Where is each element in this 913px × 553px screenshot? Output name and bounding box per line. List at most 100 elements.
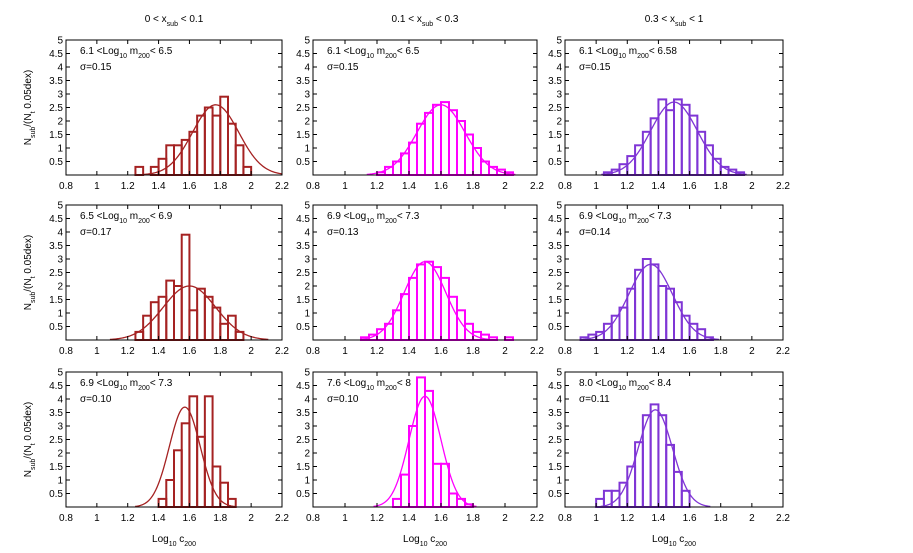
- annotation-part: m: [374, 378, 385, 389]
- y-axis-label-part: N: [23, 303, 34, 310]
- y-axis-label-part: t: [30, 443, 37, 445]
- y-tick-label: 1.5: [548, 295, 562, 306]
- x-tick-label: 1: [593, 181, 599, 192]
- histogram-bin: [408, 276, 418, 341]
- annotation-part: 10: [618, 218, 626, 225]
- y-axis-label-part: sub: [30, 127, 37, 138]
- annotation: 8.0 <Log10 m200< 8.4: [579, 378, 672, 392]
- x-axis-label-part: Log: [403, 534, 420, 545]
- sigma-label: σ=0.13: [327, 227, 359, 238]
- x-tick-label: 0.8: [558, 181, 572, 192]
- histogram-bin: [440, 276, 450, 341]
- column-title: 0 < xsub < 0.1: [145, 14, 204, 28]
- x-tick-label: 2.2: [275, 346, 289, 357]
- column-title-part: 0.1 < x: [392, 14, 422, 25]
- sigma-label: σ=0.15: [327, 62, 359, 73]
- y-axis-label: Nsub/(Nt 0.05dex): [23, 402, 37, 478]
- y-tick-label: 5: [57, 201, 63, 212]
- histogram-bin: [416, 263, 426, 341]
- histogram-bin: [408, 425, 418, 508]
- y-tick-label: 4.5: [548, 381, 562, 392]
- x-tick-label: 2.2: [776, 181, 790, 192]
- y-tick-label: 2: [57, 282, 63, 293]
- histogram-bin: [180, 422, 191, 508]
- column-title-part: sub: [422, 21, 433, 28]
- column-title-part: < 1: [686, 14, 703, 25]
- y-axis-label-part: /(N: [23, 278, 34, 291]
- x-tick-label: 1.4: [152, 181, 166, 192]
- y-tick-label: 4.5: [296, 214, 310, 225]
- y-tick-label: 3.5: [49, 76, 63, 87]
- x-tick-label: 0.8: [59, 181, 73, 192]
- y-axis-label-part: /(N: [23, 445, 34, 458]
- x-tick-label: 0.8: [306, 181, 320, 192]
- sigma-label: σ=0.17: [80, 227, 112, 238]
- annotation-part: m: [626, 211, 637, 222]
- annotation-part: 200: [385, 218, 397, 225]
- x-tick-label: 0.8: [306, 513, 320, 524]
- y-axis-label-part: sub: [30, 292, 37, 303]
- x-tick-label: 1.8: [466, 513, 480, 524]
- x-tick-label: 2.2: [530, 513, 544, 524]
- y-tick-label: 0.5: [49, 157, 63, 168]
- y-tick-label: 3.5: [548, 241, 562, 252]
- annotation-part: 7.6 <Log: [327, 378, 366, 389]
- fit-curve: [366, 104, 516, 176]
- x-tick-label: 1.4: [402, 346, 416, 357]
- y-tick-label: 3.5: [296, 241, 310, 252]
- histogram-bin: [203, 106, 214, 176]
- y-tick-label: 0.5: [296, 489, 310, 500]
- sigma-label: σ=0.10: [80, 394, 112, 405]
- x-axis-label-part: c: [428, 534, 436, 545]
- y-tick-label: 4: [57, 228, 63, 239]
- annotation-part: < 7.3: [150, 378, 173, 389]
- y-axis-label-part: N: [23, 138, 34, 145]
- annotation-part: m: [127, 46, 138, 57]
- x-tick-label: 1.4: [651, 346, 665, 357]
- annotation-part: 200: [138, 218, 150, 225]
- x-tick-label: 2: [749, 513, 755, 524]
- y-tick-label: 2: [57, 117, 63, 128]
- x-tick-label: 2: [502, 346, 508, 357]
- x-tick-label: 1.2: [620, 181, 634, 192]
- annotation-part: 10: [119, 218, 127, 225]
- x-axis-label-part: c: [177, 534, 185, 545]
- y-tick-label: 1: [556, 476, 562, 487]
- x-tick-label: 0.8: [59, 346, 73, 357]
- y-tick-label: 3.5: [49, 408, 63, 419]
- x-tick-label: 1.8: [714, 346, 728, 357]
- x-tick-label: 1.2: [620, 346, 634, 357]
- y-tick-label: 2.5: [296, 268, 310, 279]
- annotation-part: < 6.5: [397, 46, 420, 57]
- y-tick-label: 3: [556, 90, 562, 101]
- annotation-part: 6.1 <Log: [80, 46, 119, 57]
- histogram-bin: [424, 389, 434, 508]
- histogram-bin: [165, 479, 176, 508]
- histogram-bin: [673, 98, 683, 176]
- y-axis-label-part: sub: [30, 459, 37, 470]
- x-tick-label: 1: [342, 181, 348, 192]
- histogram-bin: [227, 122, 237, 176]
- annotation-part: 200: [637, 218, 649, 225]
- x-axis-label: Log10 c200: [403, 534, 447, 548]
- y-tick-label: 5: [57, 36, 63, 47]
- x-tick-label: 1: [94, 513, 100, 524]
- x-tick-label: 0.8: [306, 346, 320, 357]
- annotation-part: m: [374, 46, 385, 57]
- histogram-bin: [211, 114, 222, 176]
- histogram-bin: [196, 114, 206, 176]
- annotation-part: 200: [385, 53, 397, 60]
- fit-curve: [359, 261, 491, 341]
- x-tick-label: 2: [248, 513, 254, 524]
- annotation-part: 10: [119, 53, 127, 60]
- y-tick-label: 1: [556, 144, 562, 155]
- y-tick-label: 2.5: [49, 103, 63, 114]
- y-tick-label: 1.5: [296, 462, 310, 473]
- x-axis-label-part: 10: [169, 541, 177, 548]
- y-tick-label: 4.5: [296, 49, 310, 60]
- histogram-bin: [649, 117, 660, 177]
- y-tick-label: 1: [57, 144, 63, 155]
- histogram-bin: [480, 160, 490, 176]
- annotation-part: 10: [366, 218, 374, 225]
- x-tick-label: 1.4: [152, 513, 166, 524]
